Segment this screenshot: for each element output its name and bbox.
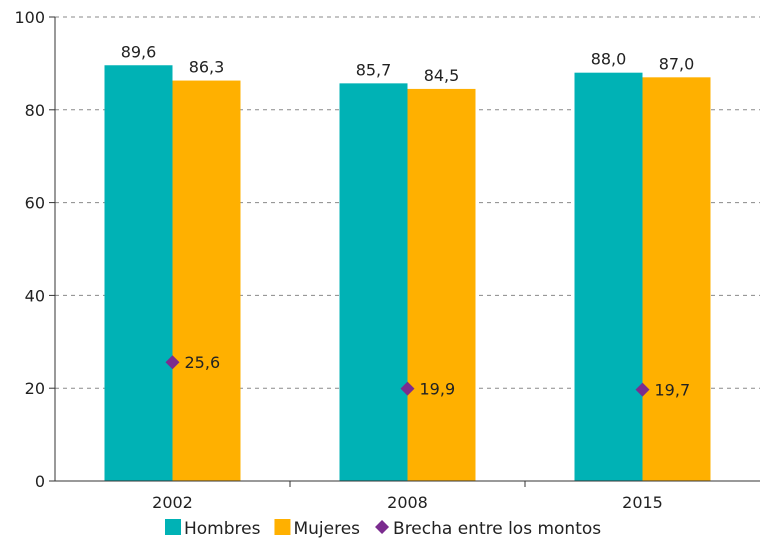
bar-hombres bbox=[339, 83, 408, 482]
gap-value-label: 19,9 bbox=[420, 380, 456, 399]
bar-mujeres bbox=[172, 80, 241, 482]
y-tick-label: 40 bbox=[25, 286, 45, 305]
x-tick-label: 2002 bbox=[152, 493, 193, 512]
bar-hombres bbox=[104, 65, 173, 482]
data-labels: 89,6 86,3 25,6 85,7 84,5 19,9 88,0 87,0 19,7 bbox=[121, 42, 695, 399]
legend-label: Hombres bbox=[184, 519, 261, 539]
legend-swatch bbox=[274, 519, 291, 535]
bar-value-label: 86,3 bbox=[189, 58, 225, 77]
x-tick-label: 2008 bbox=[387, 493, 428, 512]
y-tick-label: 60 bbox=[25, 194, 45, 213]
legend-swatch bbox=[165, 519, 181, 535]
bar-mujeres bbox=[642, 77, 711, 481]
gap-marker bbox=[165, 355, 180, 370]
y-tick-label: 100 bbox=[14, 8, 45, 27]
gap-value-label: 25,6 bbox=[185, 353, 221, 372]
legend-marker bbox=[375, 520, 390, 534]
gap-marker bbox=[400, 381, 415, 396]
legend: Hombres Mujeres Brecha entre los montos bbox=[165, 519, 601, 539]
bar-value-label: 89,6 bbox=[121, 42, 157, 61]
bar-value-label: 84,5 bbox=[424, 66, 460, 85]
y-tick-label: 80 bbox=[25, 101, 45, 120]
bar-value-label: 88,0 bbox=[591, 50, 627, 69]
gap-marker bbox=[635, 382, 650, 397]
bar-hombres bbox=[574, 72, 643, 482]
bars bbox=[104, 65, 711, 482]
bar-mujeres bbox=[407, 88, 476, 482]
x-tick-label: 2015 bbox=[622, 493, 663, 512]
bar-value-label: 85,7 bbox=[356, 60, 392, 79]
axes: 0 20 40 60 80 100 2002 2008 2015 bbox=[14, 8, 760, 512]
y-tick-label: 20 bbox=[25, 379, 45, 398]
gap-value-label: 19,7 bbox=[655, 381, 691, 400]
bar-value-label: 87,0 bbox=[659, 54, 695, 73]
legend-label: Mujeres bbox=[293, 519, 360, 539]
legend-label: Brecha entre los montos bbox=[393, 519, 601, 539]
y-tick-label: 0 bbox=[35, 472, 45, 491]
